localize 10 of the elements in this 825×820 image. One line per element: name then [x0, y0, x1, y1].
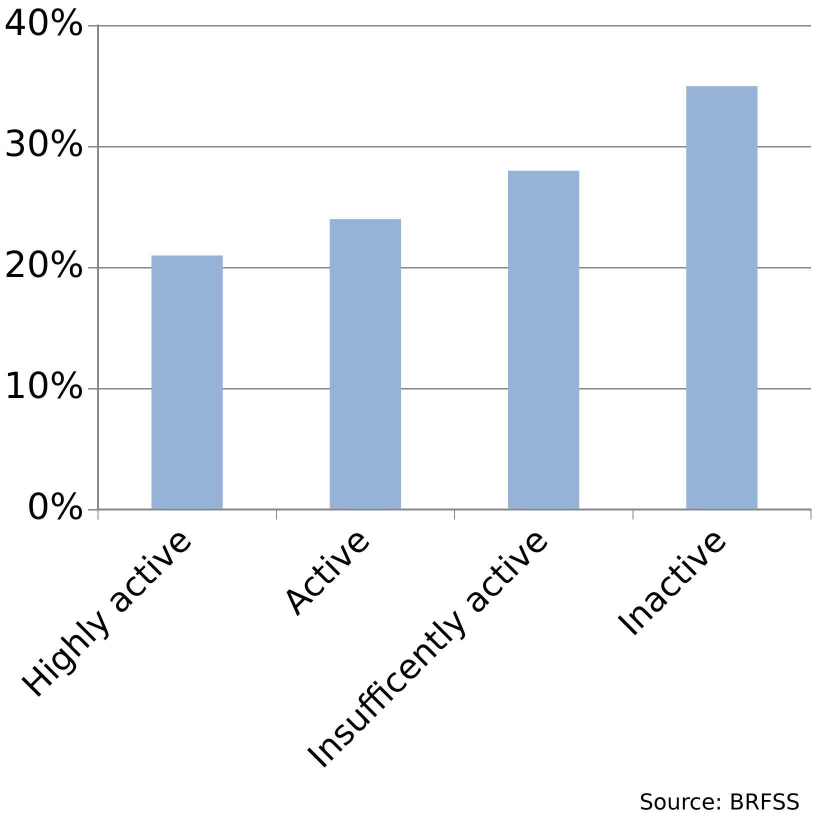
bar [151, 255, 223, 509]
y-tick-label: 40% [4, 2, 84, 44]
bar [508, 170, 580, 509]
bar [330, 219, 402, 509]
y-tick-label: 20% [4, 244, 84, 286]
source-note: Source: BRFSS [639, 790, 800, 816]
y-tick-label: 30% [4, 124, 84, 165]
bar [686, 86, 758, 509]
y-tick-label: 10% [4, 366, 84, 407]
y-tick-label: 0% [26, 486, 84, 528]
